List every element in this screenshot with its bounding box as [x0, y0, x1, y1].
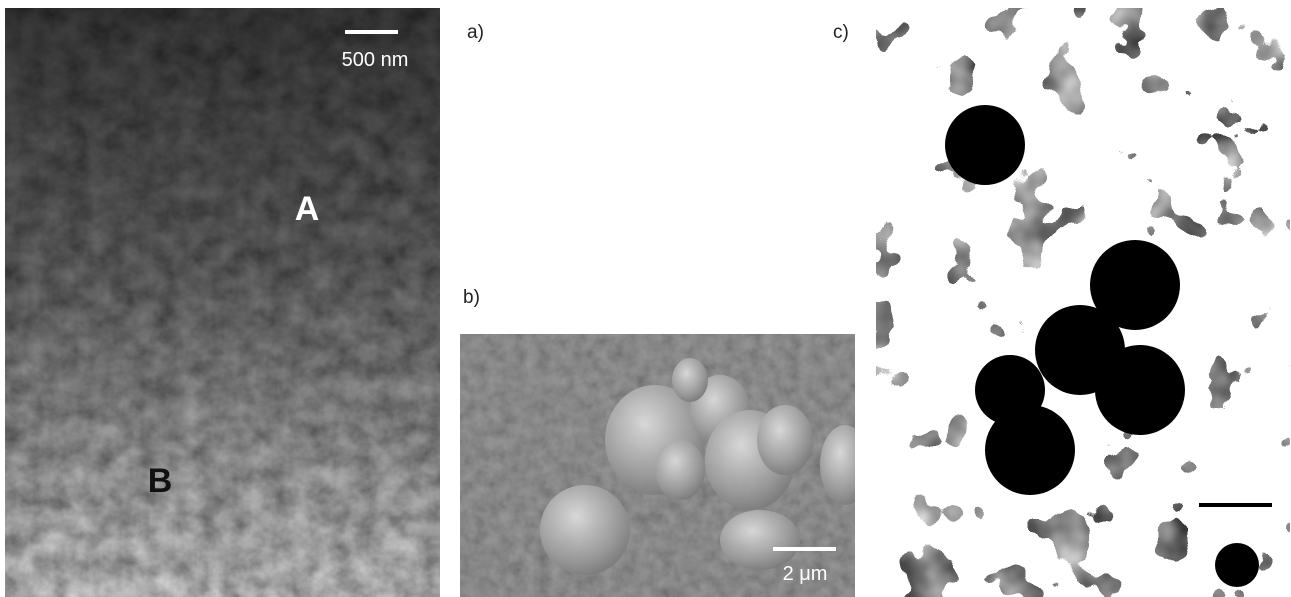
- texture: [5, 8, 440, 597]
- panel-c: 1 μm: [876, 8, 1290, 597]
- panel-label: b): [463, 287, 480, 308]
- scale-label: 500 nm: [342, 49, 409, 71]
- particles: [945, 105, 1259, 587]
- panel-b: 2 μm: [460, 334, 855, 597]
- marker: B: [148, 462, 173, 500]
- marker: A: [295, 190, 320, 228]
- scale-label: 1 μm: [1214, 518, 1259, 540]
- scale-label: 2 μm: [783, 563, 828, 585]
- particles: [540, 358, 855, 575]
- micrograph-c: [876, 8, 1290, 597]
- panel-a: 500 nm A B: [5, 8, 440, 597]
- panel-label: a): [467, 22, 484, 43]
- panel-label: c): [833, 22, 849, 43]
